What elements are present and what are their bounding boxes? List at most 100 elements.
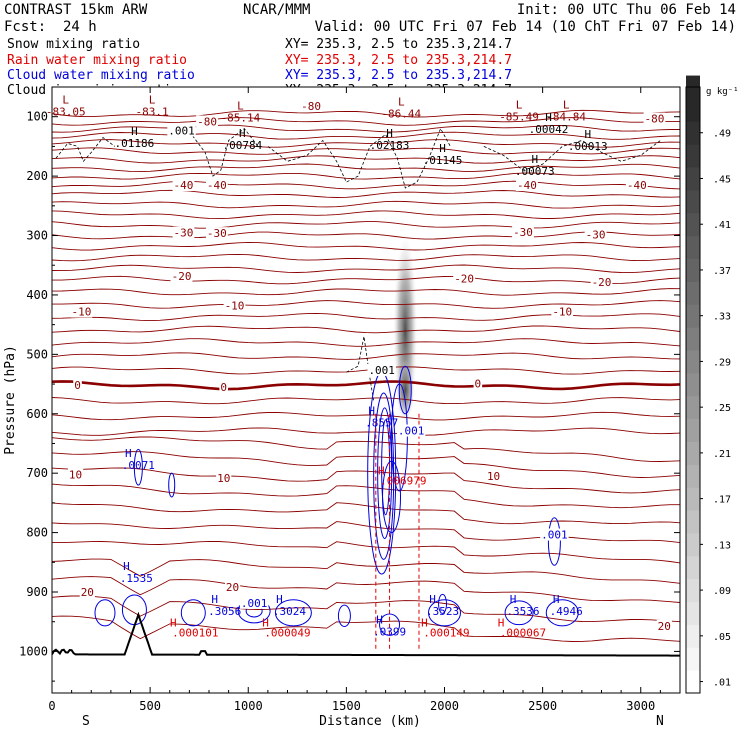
cloud-water-max-marker: H (553, 593, 560, 606)
colorbar-unit: g kg⁻¹ (706, 87, 739, 97)
cloud-water-max-value: .3024 (273, 605, 306, 618)
temperature-contour (52, 163, 680, 173)
cloud-water-contour-label: .001 (241, 597, 268, 610)
cloud-water-max-value: .0071 (122, 459, 155, 472)
snow-contours (55, 127, 661, 402)
temperature-contour (52, 540, 680, 564)
legend-snow-xy: XY= 235.3, 2.5 to 235.3,214.7 (285, 37, 512, 52)
temperature-contour (52, 124, 680, 133)
temperature-contour-label: -30 (174, 227, 194, 240)
temperature-contours (52, 109, 680, 642)
terrain-line (52, 611, 680, 657)
x-axis-label: Distance (km) (319, 714, 421, 729)
colorbar-cell (686, 395, 700, 420)
x-tick-label: 1000 (234, 699, 263, 713)
colorbar-cell (686, 349, 700, 374)
low-value: -83.05 (46, 106, 86, 119)
north-label: N (656, 714, 664, 729)
temperature-contour-label-bg (224, 581, 241, 594)
colorbar-tick-label: .41 (713, 220, 731, 231)
temperature-contour-label: 10 (487, 470, 500, 483)
temperature-contour (52, 325, 680, 334)
colorbar-cell (686, 418, 700, 442)
temperature-contour-label: -40 (517, 179, 537, 192)
low-value: -86.44 (381, 108, 421, 121)
x-tick-label: 500 (139, 699, 161, 713)
colorbar-cell (686, 258, 700, 282)
convective-cloud-contour (382, 460, 402, 534)
cloud-water-max-value: .3056 (208, 605, 241, 618)
colorbar-tick-label: .09 (713, 586, 731, 597)
snow-contour (55, 136, 116, 163)
cloud-water-contour (168, 472, 176, 498)
y-tick-label: 700 (26, 466, 48, 480)
temperature-contour-label-bg (205, 227, 228, 240)
temperature-contour (52, 253, 680, 262)
low-value: -83.1 (136, 106, 169, 119)
y-tick-label: 900 (26, 585, 48, 599)
temperature-contour-label-bg (473, 377, 483, 390)
snow-max-value: .00042 (529, 123, 569, 136)
convective-cloud-contour (381, 419, 391, 516)
temperature-contour-label-bg (590, 275, 613, 288)
temperature-contour-label: 10 (69, 468, 82, 481)
temperature-contour-label-bg (643, 112, 666, 125)
x-tick-label: 2000 (430, 699, 459, 713)
temperature-contour-label: -30 (207, 227, 227, 240)
colorbar-cell (686, 532, 700, 557)
rain-max-value: .000101 (172, 626, 218, 639)
temperature-contour-label: -40 (174, 179, 194, 192)
temperature-contour-label-bg (485, 470, 502, 483)
temperature-contour (52, 451, 680, 478)
cloud-water-max-value: .3536 (506, 605, 539, 618)
snow-contour (267, 127, 451, 189)
snow-max-marker: H (131, 125, 138, 138)
temperature-contour (52, 155, 680, 164)
colorbar-cell (686, 578, 700, 603)
temperature-contour-label: -10 (552, 306, 572, 319)
colorbar-cell (686, 601, 700, 625)
cloud-water-contour (133, 448, 143, 486)
temperature-contour-label-bg (584, 228, 607, 241)
temperature-contour (52, 189, 680, 198)
temperature-contour-label: -10 (225, 300, 245, 313)
temperature-contour-label-bg (79, 586, 95, 598)
fcst-label: Fcst: (4, 19, 46, 35)
cloud-water-contour (438, 593, 448, 614)
temperature-contour-label: -20 (592, 276, 612, 289)
temperature-contour-label-bg (67, 468, 84, 481)
model-title: CONTRAST 15km ARW (4, 2, 148, 18)
rain-max-value: .000049 (264, 626, 310, 639)
snow-max-value: .02183 (370, 139, 410, 152)
temperature-contour (52, 338, 680, 347)
y-tick-label: 100 (26, 110, 48, 124)
colorbar: g kg⁻¹ .01 .05 .09 .13 .17 .21 .25 .29 .33 .37 .41… (685, 75, 739, 694)
temperature-contour (52, 467, 680, 494)
temperature-contour (52, 502, 680, 525)
colorbar-tick-label: .29 (713, 357, 731, 368)
plot-area: -80 -80 -80 -40 -40 -40 -40 -30 -30 -30 -30 -20 -20 -… (3, 86, 681, 729)
cloud-water-max-marker: H (376, 614, 383, 627)
org-label: NCAR/MMM (243, 2, 310, 18)
colorbar-cell (686, 487, 700, 511)
temperature-contour (52, 210, 680, 220)
cloud-water-contour-label-bg (239, 596, 269, 609)
temperature-contour-label: 10 (217, 472, 230, 485)
temperature-contour (52, 200, 680, 209)
temperature-contour (52, 521, 680, 544)
temperature-contour (52, 397, 680, 405)
cloud-water-max-value: .0399 (373, 626, 406, 639)
temperature-contour-label: -80 (301, 100, 321, 113)
colorbar-cell (686, 670, 700, 694)
temperature-contour (52, 576, 680, 603)
colorbar-cell (686, 98, 700, 122)
colorbar-tick-label: .33 (713, 312, 731, 323)
low-marker: L (398, 96, 405, 109)
snow-max-value: .01145 (423, 154, 463, 167)
legend-rain-xy: XY= 235.3, 2.5 to 235.3,214.7 (285, 53, 512, 68)
temperature-contour-label-bg (70, 305, 93, 318)
snow-max-marker: H (545, 111, 552, 124)
colorbar-cell (686, 304, 700, 328)
temperature-contour-label-bg (172, 226, 195, 239)
